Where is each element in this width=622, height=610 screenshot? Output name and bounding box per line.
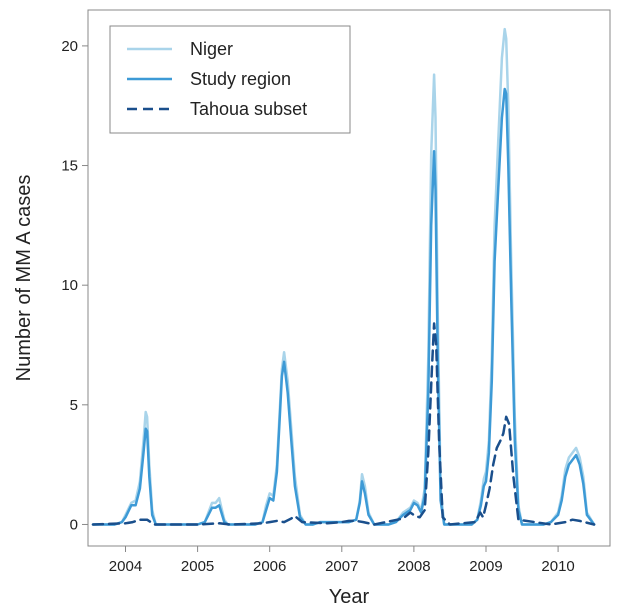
x-axis-title: Year	[329, 586, 370, 608]
series-line-study-region	[91, 87, 596, 526]
x-tick-label: 2008	[397, 558, 430, 575]
legend-label-niger: Niger	[190, 39, 233, 59]
plot-frame	[87, 9, 611, 547]
x-tick-label: 2006	[253, 558, 286, 575]
y-tick-label: 20	[61, 38, 78, 55]
series-line-tahoua-subset	[91, 322, 596, 526]
x-tick-label: 2009	[469, 558, 502, 575]
series-group	[91, 27, 596, 526]
y-axis: 0 5 10 15 20	[61, 38, 88, 533]
x-tick-label: 2010	[541, 558, 574, 575]
y-axis-title: Number of MM A cases	[13, 175, 35, 382]
x-tick-label: 2004	[109, 558, 142, 575]
legend-label-study-region: Study region	[190, 69, 291, 89]
x-tick-label: 2005	[181, 558, 214, 575]
y-tick-label: 5	[70, 397, 78, 414]
y-tick-label: 10	[61, 277, 78, 294]
legend: Niger Study region Tahoua subset	[109, 25, 351, 134]
x-axis: 2004 2005 2006 2007 2008 2009 2010	[109, 546, 575, 575]
y-tick-label: 15	[61, 158, 78, 175]
x-tick-label: 2007	[325, 558, 358, 575]
y-tick-label: 0	[70, 516, 78, 533]
legend-label-tahoua-subset: Tahoua subset	[190, 99, 307, 119]
